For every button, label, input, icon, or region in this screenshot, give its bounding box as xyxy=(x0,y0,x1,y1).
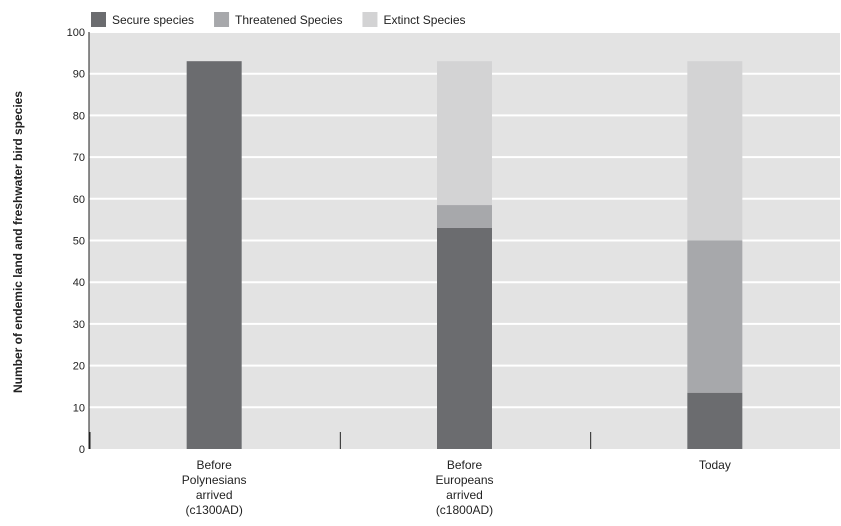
y-tick-label: 40 xyxy=(73,277,85,289)
legend-swatch xyxy=(214,12,230,27)
x-axis: Before Polynesians arrived (c1300AD) Before E… xyxy=(89,432,731,517)
y-tick-label: 30 xyxy=(73,319,85,331)
bar-segment-extinct-species xyxy=(687,61,743,241)
x-category-label: Today xyxy=(699,458,731,472)
bar-segment-extinct-species xyxy=(437,61,492,206)
legend-swatch xyxy=(91,12,106,27)
legend: Secure species Threatened Species Extinct … xyxy=(91,12,466,27)
y-tick-label: 20 xyxy=(73,361,85,373)
bar-segment-secure-species xyxy=(687,392,743,449)
legend-label: Secure species xyxy=(112,13,194,27)
bar-segment-secure-species xyxy=(437,227,492,449)
y-tick-label: 60 xyxy=(73,194,85,206)
y-tick-label: 90 xyxy=(73,69,85,81)
y-tick-label: 0 xyxy=(79,444,85,456)
x-category-label: Before Europeans arrived (c1800AD) xyxy=(435,458,493,517)
y-tick-label: 10 xyxy=(73,402,85,414)
legend-swatch xyxy=(362,12,378,27)
y-axis-label: Number of endemic land and freshwater bi… xyxy=(11,91,25,393)
y-axis: 0 10 20 30 40 50 60 70 80 90 100 xyxy=(67,27,90,456)
x-category-label: Before Polynesians arrived (c1300AD) xyxy=(182,458,247,517)
y-tick-label: 100 xyxy=(67,27,85,39)
y-tick-label: 80 xyxy=(73,110,85,122)
bar-segment-threatened-species xyxy=(687,240,743,393)
bar-group xyxy=(186,61,743,449)
y-tick-label: 50 xyxy=(73,236,85,248)
bar-segment-threatened-species xyxy=(437,205,492,228)
legend-label: Threatened Species xyxy=(235,13,342,27)
legend-label: Extinct Species xyxy=(383,13,465,27)
bar-segment-secure-species xyxy=(186,61,242,449)
y-tick-label: 70 xyxy=(73,152,85,164)
